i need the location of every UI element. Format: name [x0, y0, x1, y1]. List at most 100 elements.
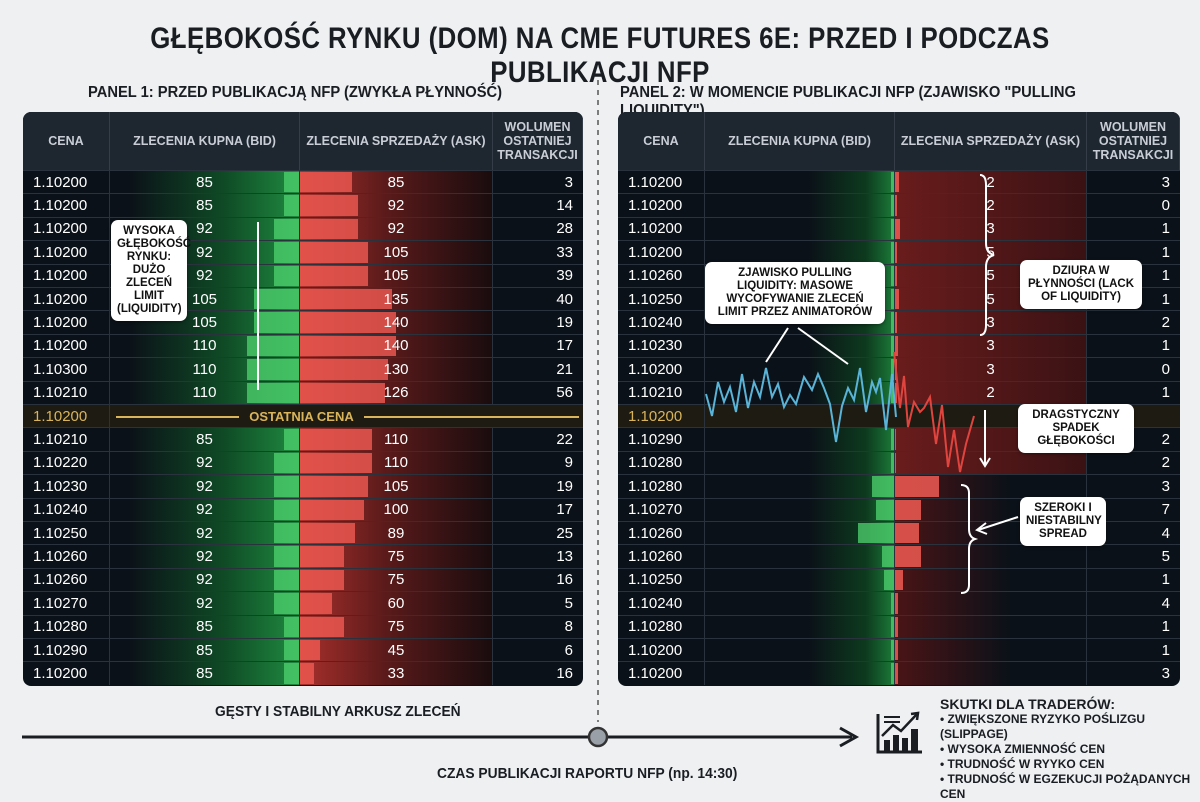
volume-cell: 0 — [1161, 360, 1170, 378]
ask-depth-bar — [300, 382, 385, 403]
price-cell: 1.10240 — [618, 592, 705, 615]
bid-qty: 92 — [196, 243, 213, 261]
ask-depth-bar — [300, 265, 368, 286]
volume-cell: 7 — [1161, 501, 1170, 519]
price-cell: 1.10210 — [618, 381, 705, 404]
bid-cell: 92 — [110, 475, 300, 498]
bid-qty: 85 — [196, 197, 213, 215]
price-cell: 1.10230 — [23, 475, 110, 498]
volume-cell — [493, 405, 583, 427]
ask-depth-bar — [895, 335, 898, 357]
bid-cell: 92 — [110, 545, 300, 568]
volume-cell: 16 — [556, 571, 573, 589]
callout-liquidity-hole: DZIURA W PŁYNNOŚCI (LACK OF LIQUIDITY) — [1020, 260, 1142, 309]
price-cell: 1.10200 — [618, 171, 705, 194]
volume-cell: 22 — [556, 431, 573, 449]
brace-spread — [960, 484, 979, 594]
ask-cell: 75 — [300, 615, 493, 638]
volume-cell: 1 — [1161, 384, 1170, 402]
bid-cell: 92 — [110, 522, 300, 545]
column-header: ZLECENIA SPRZEDAŻY (ASK) — [895, 112, 1087, 170]
price-cell: 1.10280 — [23, 615, 110, 638]
bid-depth-bar — [284, 616, 299, 637]
bid-depth-bar — [876, 499, 894, 520]
volume-cell: 21 — [556, 360, 573, 378]
ask-depth-bar — [895, 546, 921, 567]
bid-depth-bar — [284, 195, 299, 216]
panel2-dom-table: CENA ZLECENIA KUPNA (BID) ZLECENIA SPRZEDA… — [618, 112, 1180, 686]
price-cell: 1.10210 — [23, 381, 110, 404]
table-row: 1.10280 3 — [618, 474, 1180, 498]
price-cell: 1.10200 — [23, 405, 110, 428]
volume-cell: 5 — [1161, 548, 1170, 566]
bid-cell — [705, 171, 895, 194]
table-row: 1.10300 110 130 21 — [23, 357, 583, 381]
price-cell: 1.10240 — [618, 311, 705, 334]
ask-qty: 100 — [383, 501, 409, 519]
ask-cell — [895, 451, 1087, 475]
price-cell: 1.10210 — [23, 428, 110, 451]
bid-qty: 85 — [196, 641, 213, 659]
bid-cell: 110 — [110, 358, 300, 381]
price-cell: 1.10260 — [618, 264, 705, 287]
ask-cell — [895, 662, 1087, 685]
bid-qty: 85 — [196, 173, 213, 191]
bid-depth-bar — [882, 546, 894, 567]
bid-qty: 110 — [192, 337, 217, 355]
price-cell: 1.10270 — [618, 498, 705, 521]
ask-depth-bar — [300, 195, 358, 216]
price-cell: 1.10200 — [618, 405, 705, 428]
bid-depth-bar — [246, 359, 299, 380]
bid-depth-bar — [284, 640, 299, 661]
ask-cell: 135 — [300, 288, 493, 311]
bid-depth-bar — [891, 359, 894, 380]
volume-cell: 3 — [1161, 665, 1170, 683]
ask-qty: 89 — [387, 524, 405, 542]
table-row: 1.10200 3 — [618, 661, 1180, 685]
last-price-row: 1.10200 OSTATNIA CENA — [23, 404, 583, 428]
volume-cell: 4 — [1161, 524, 1170, 542]
table-header: CENA ZLECENIA KUPNA (BID) ZLECENIA SPRZEDA… — [23, 112, 583, 170]
ask-depth-bar — [895, 265, 897, 286]
volume-cell: 2 — [1161, 454, 1170, 472]
ask-cell: 140 — [300, 334, 493, 358]
bid-qty: 92 — [196, 571, 213, 589]
price-cell: 1.10200 — [23, 171, 110, 194]
bid-qty: 110 — [192, 384, 217, 402]
bid-cell — [705, 615, 895, 638]
arrow-pointer-icon — [765, 327, 789, 363]
ask-depth-bar — [895, 523, 919, 544]
bid-cell — [705, 639, 895, 662]
bid-qty: 110 — [192, 360, 217, 378]
nfp-time-marker — [587, 726, 609, 748]
ask-cell — [895, 639, 1087, 662]
ask-depth-bar — [895, 476, 939, 497]
ask-depth-bar — [895, 452, 896, 474]
ask-depth-bar — [895, 640, 898, 661]
price-cell: 1.10280 — [618, 615, 705, 638]
ask-depth-bar — [300, 523, 356, 544]
volume-cell: 14 — [556, 197, 573, 215]
ask-cell: 75 — [300, 568, 493, 592]
ask-qty: 130 — [383, 360, 409, 378]
price-cell: 1.10200 — [23, 288, 110, 311]
bid-cell: 110 — [110, 381, 300, 404]
bid-depth-bar — [273, 523, 299, 544]
ask-depth-bar — [300, 359, 388, 380]
table-row: 1.10290 85 45 6 — [23, 638, 583, 662]
price-cell: 1.10220 — [23, 451, 110, 475]
bid-qty: 85 — [196, 665, 213, 683]
bid-cell — [705, 522, 895, 545]
bid-depth-bar — [273, 452, 299, 474]
callout-depth-drop: DRAGSTYCZNY SPADEK GŁĘBOKOŚCI — [1018, 404, 1134, 453]
last-price-label: OSTATNIA CENA — [239, 408, 364, 424]
volume-cell: 40 — [556, 290, 573, 308]
bid-depth-bar — [872, 476, 894, 497]
column-header: CENA — [618, 112, 705, 170]
ask-cell: 2 — [895, 381, 1087, 404]
volume-cell: 28 — [556, 220, 573, 238]
ask-qty: 105 — [383, 477, 409, 495]
ask-depth-bar — [895, 312, 897, 333]
ask-depth-bar — [300, 640, 320, 661]
ask-qty: 2 — [986, 173, 995, 191]
